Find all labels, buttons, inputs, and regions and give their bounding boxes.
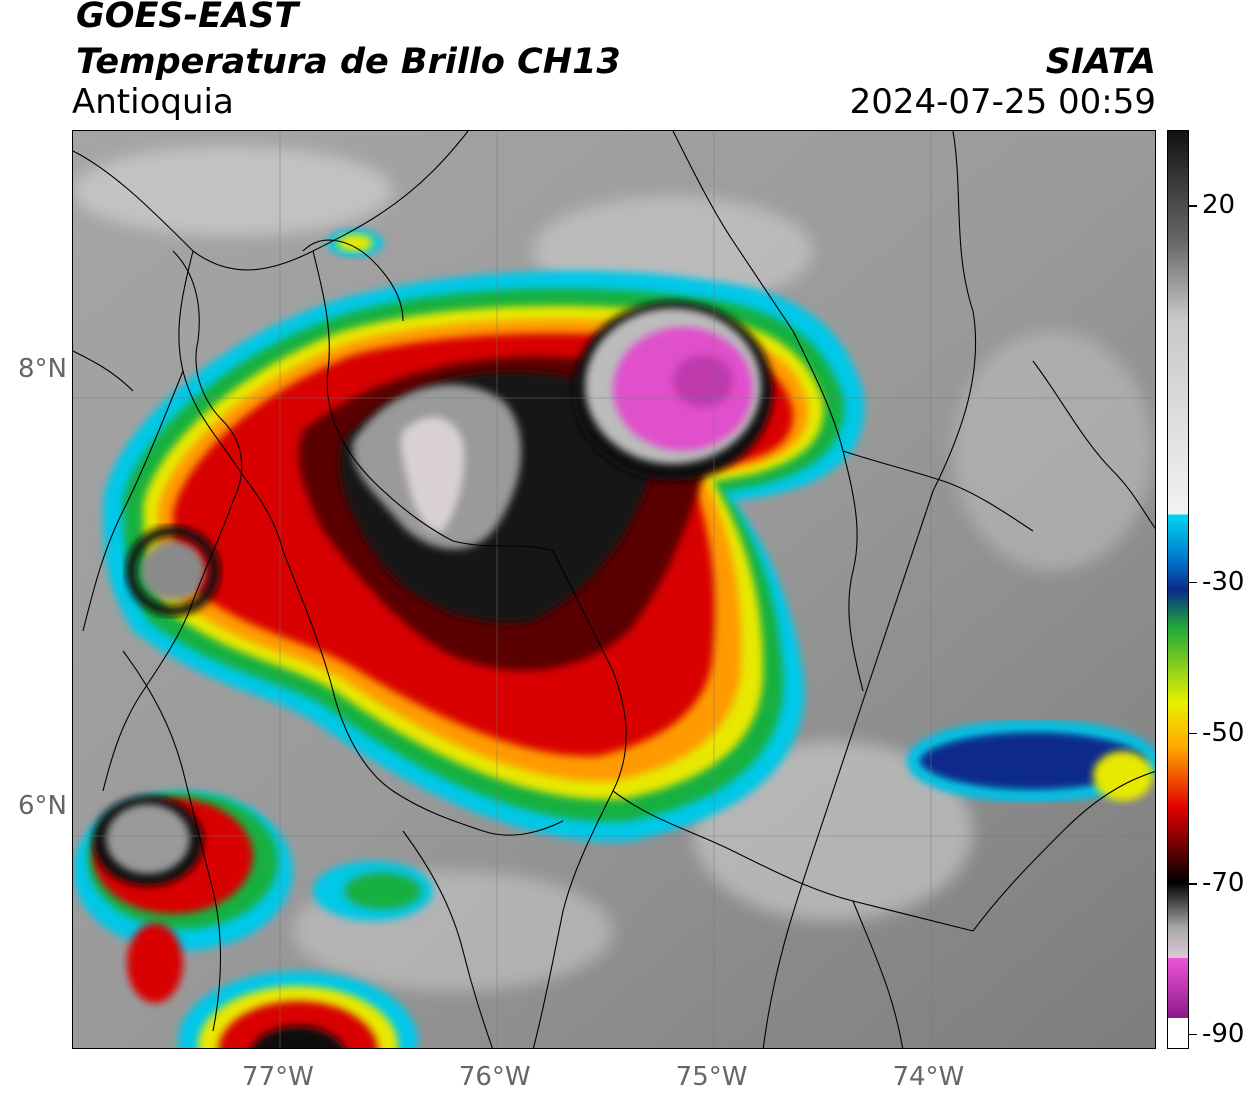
lon-tick-label: 75°W — [675, 1062, 748, 1092]
colorbar-tick-label: -50 — [1202, 717, 1245, 748]
light-grey-overshoot — [400, 417, 465, 532]
colorbar-tick-label: -90 — [1202, 1018, 1245, 1049]
lat-tick-label: 8°N — [18, 353, 67, 384]
colorbar-tick-mark — [1189, 1033, 1197, 1036]
southwest-cell — [73, 791, 293, 1003]
satellite-title: GOES-EAST — [76, 0, 299, 36]
organization-label: SIATA — [1045, 42, 1156, 82]
colorbar-tick-label: 20 — [1202, 190, 1236, 221]
brightness-temperature-map[interactable] — [72, 130, 1156, 1049]
map-canvas — [73, 131, 1155, 1048]
northeast-cold-cell — [573, 301, 773, 481]
gridlines — [73, 131, 1155, 1048]
west-cold-cell-ring — [126, 526, 220, 616]
colorbar-tick-label: -70 — [1202, 868, 1245, 899]
colorbar-tick-mark — [1189, 205, 1197, 207]
colorbar-tick-label: -30 — [1202, 566, 1245, 597]
west-cold-cell — [141, 541, 205, 601]
green-cells-south — [313, 861, 433, 921]
product-title: Temperatura de Brillo CH13 — [76, 42, 621, 82]
lon-tick-label: 74°W — [892, 1062, 965, 1092]
lon-tick-label: 77°W — [242, 1062, 314, 1092]
colorbar-tick-mark — [1189, 883, 1197, 885]
colorbar-tick-mark — [1189, 581, 1197, 584]
lon-tick-label: 76°W — [458, 1062, 531, 1092]
lat-tick-label: 6°N — [18, 791, 67, 822]
region-label: Antioquia — [72, 82, 234, 122]
coastline — [102, 239, 404, 792]
timestamp-label: 2024-07-25 00:59 — [849, 82, 1156, 122]
colorbar-tick-mark — [1189, 732, 1197, 735]
small-cell-north — [327, 229, 383, 257]
administrative-boundaries — [73, 131, 1155, 1048]
south-cell — [178, 971, 418, 1048]
east-cell — [907, 720, 1155, 802]
temperature-colorbar — [1167, 130, 1189, 1049]
